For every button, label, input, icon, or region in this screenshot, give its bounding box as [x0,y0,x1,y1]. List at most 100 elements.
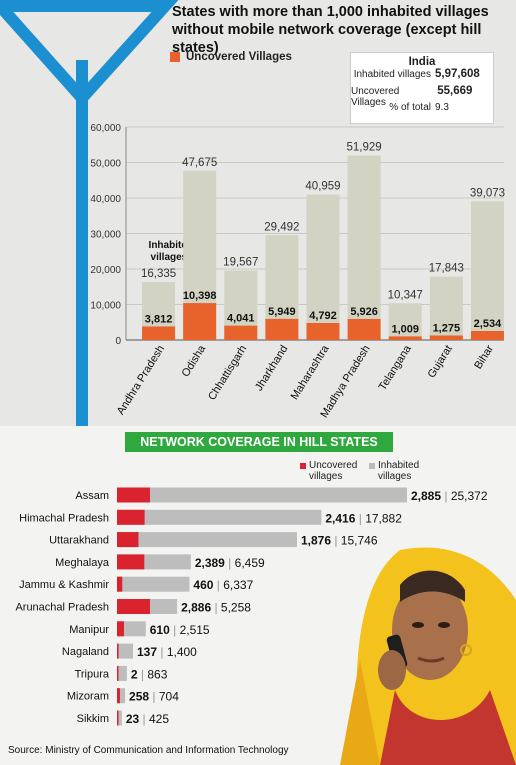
india-row-value: 9.3 [435,102,449,113]
bar-inhabited [429,276,463,340]
x-tick-label: Maharashtra [289,342,332,401]
bar-inhabited [388,303,422,340]
india-row-label: Uncovered Villages [351,86,400,108]
top-bar-chart: 0 10,000 20,000 30,000 40,000 50,000 60,000 16,… [0,0,505,426]
label-uncovered: 3,812 [145,313,173,325]
hill-state-label: Jammu & Kashmir [19,579,109,591]
label-inhabited: 17,843 [429,263,464,275]
hill-inhabited-value: 2,515 [180,623,210,637]
hill-uncovered-value: 2,885 [411,489,441,503]
hill-value-labels: 2,886 | 5,258 [181,601,251,615]
label-inhabited: 47,675 [182,157,217,169]
label-inhabited: 29,492 [264,221,299,233]
bar-uncovered [470,331,504,340]
hill-legend-inhabited-swatch [369,463,375,469]
x-tick-label: Andhra Pradesh [115,343,167,417]
hill-bar-uncovered [117,665,119,681]
hill-value-separator: | [157,645,167,659]
bar-uncovered [224,325,258,340]
bar-uncovered [183,303,217,340]
hill-bar-uncovered [117,643,119,659]
hill-value-labels: 258 | 704 [129,690,179,704]
label-uncovered: 1,275 [433,322,461,334]
hill-bar-inhabited [117,509,322,525]
hill-inhabited-value: 5,258 [221,601,251,615]
label-inhabited: 51,929 [347,142,382,154]
source-note: Source: Ministry of Communication and In… [8,745,289,756]
hill-bar-inhabited [117,576,190,592]
hill-state-label: Assam [75,490,109,502]
antenna-triangle [0,0,179,107]
label-uncovered: 1,009 [391,323,419,335]
india-row-percent: % of total 9.3 [351,102,493,119]
hill-bar-inhabited [117,688,126,704]
hill-bar-uncovered [117,487,150,503]
hill-uncovered-value: 1,876 [301,534,331,548]
antenna-mast [76,60,88,426]
bar-uncovered [388,336,422,340]
hill-value-labels: 460 | 6,337 [193,578,253,592]
hill-value-separator: | [441,489,451,503]
hill-uncovered-value: 2,416 [325,511,355,525]
y-tick-label: 30,000 [90,230,121,241]
y-tick-label: 10,000 [90,301,121,312]
hill-bar-inhabited [117,643,134,659]
bar-inhabited [347,155,381,340]
hill-value-labels: 137 | 1,400 [137,645,197,659]
hill-uncovered-value: 2,389 [195,556,225,570]
india-row-label: % of total [389,102,431,113]
bar-uncovered [347,318,381,340]
y-tick-label: 40,000 [90,194,121,205]
india-row-label: Inhabited villages [353,69,431,80]
legend-uncovered-swatch [170,52,180,62]
hill-uncovered-value: 23 [126,712,140,726]
hill-state-label: Manipur [69,624,109,636]
hill-state-label: Tripura [75,668,110,680]
label-inhabited: 40,959 [305,181,340,193]
hill-inhabited-value: 17,882 [365,511,402,525]
hill-bar-uncovered [117,599,150,614]
hill-bar-uncovered [117,576,123,592]
x-tick-label: Bihar [472,343,496,371]
hill-uncovered-value: 137 [137,645,157,659]
hill-legend-uncovered-label: Uncovered villages [309,460,358,482]
hill-bar-inhabited [117,487,407,503]
hill-uncovered-value: 460 [193,578,213,592]
hill-legend-inhabited: Inhabited villages [369,460,426,482]
antenna-graphic [0,0,179,426]
hill-uncovered-value: 610 [150,623,170,637]
y-tick-label: 20,000 [90,265,121,276]
legend-uncovered-label: Uncovered Villages [186,51,292,63]
hill-state-label: Sikkim [77,713,109,725]
hill-bar-uncovered [117,621,124,637]
hill-inhabited-value: 1,400 [167,645,197,659]
hill-value-labels: 2 | 863 [131,667,168,681]
woman-on-phone-photo [340,547,516,765]
chart-title: States with more than 1,000 inhabited vi… [172,4,489,56]
hill-state-label: Himachal Pradesh [19,512,109,524]
x-tick-label: Telangana [377,342,415,392]
bar-inhabited [470,201,504,340]
bar-uncovered [142,326,176,340]
hill-state-label: Uttarakhand [49,535,109,547]
hill-value-separator: | [170,623,180,637]
hill-value-labels: 1,876 | 15,746 [301,534,378,548]
india-summary-box: India Inhabited villages 5,97,608 Uncove… [350,52,494,124]
x-tick-label: Jharkhand [253,343,290,393]
hill-state-label: Nagaland [62,646,109,658]
hill-value-labels: 2,389 | 6,459 [195,556,265,570]
hill-value-separator: | [355,511,365,525]
hill-state-label: Arunachal Pradesh [15,602,109,614]
hill-inhabited-value: 425 [149,712,169,726]
hill-states-bar-chart: Assam 2,885 | 25,372 Himachal Pradesh 2,416… [15,487,488,726]
hill-inhabited-value: 25,372 [451,489,488,503]
hill-inhabited-value: 863 [147,667,167,681]
hill-legend-uncovered-swatch [300,463,306,469]
hill-value-separator: | [331,534,341,548]
india-heading: India [408,56,436,68]
bar-inhabited [306,194,340,340]
legend-uncovered: Uncovered Villages [170,51,292,63]
india-row-value: 5,97,608 [435,68,480,80]
label-uncovered: 4,041 [227,313,255,325]
hill-inhabited-value: 704 [159,690,179,704]
